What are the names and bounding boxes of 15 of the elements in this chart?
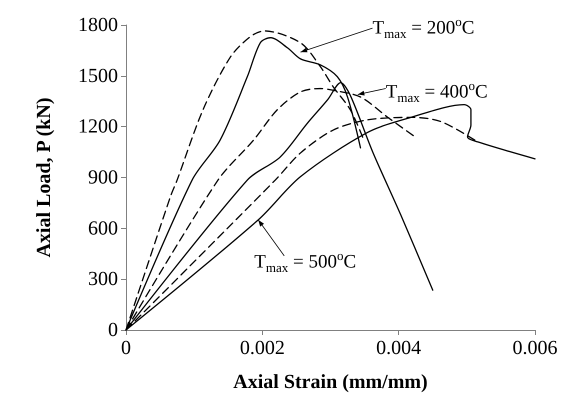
y-axis-title: Axial Load, P (kN) [33, 97, 55, 258]
y-tick-label: 1800 [78, 14, 118, 36]
annotation: T$_{max}$ = 500$^{o}$C [254, 248, 356, 276]
y-tick-label: 900 [88, 166, 118, 188]
y-tick-label: 600 [88, 217, 118, 240]
annotation: T$_{max}$ = 200$^{o}$C [372, 14, 474, 42]
y-tick-label: 300 [88, 268, 118, 290]
y-tick-label: 0 [108, 319, 118, 341]
x-tick-label: 0.002 [240, 337, 285, 359]
annotation: T$_{max}$ = 400$^{o}$C [386, 78, 488, 107]
x-axis-title: Axial Strain (mm/mm) [233, 371, 428, 393]
x-tick-label: 0.006 [512, 337, 558, 359]
x-tick-label: 0.004 [376, 337, 422, 359]
y-tick-label: 1500 [78, 64, 118, 87]
y-tick-label: 1200 [78, 116, 118, 138]
